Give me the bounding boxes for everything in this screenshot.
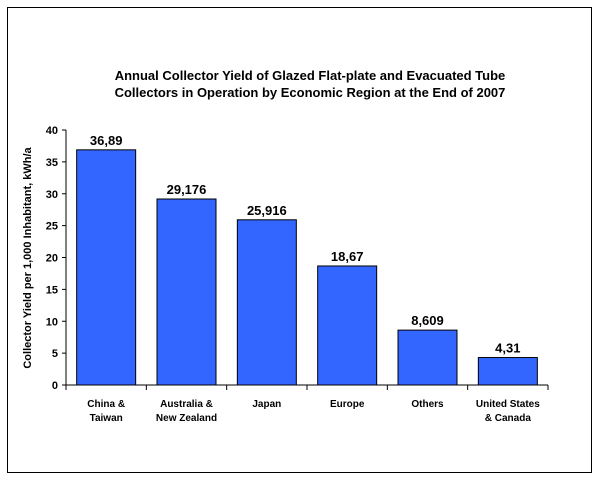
y-tick-label: 40 [46,125,58,137]
y-tick-label: 20 [46,253,58,265]
y-tick-label: 25 [46,221,58,233]
bar [317,265,378,386]
bar [76,149,137,386]
data-label: 4,31 [495,341,520,356]
category-label: Europe [330,399,365,410]
data-label: 25,916 [247,203,287,218]
data-label: 36,89 [90,133,123,148]
chart-title-line-2: Collectors in Operation by Economic Regi… [115,85,506,100]
bar [156,198,217,386]
data-label: 8,609 [411,313,444,328]
bar [477,357,538,386]
category-label: & Canada [485,413,532,424]
bar [397,329,458,386]
category-label: Japan [252,399,281,410]
y-tick-label: 35 [46,157,58,169]
data-label: 29,176 [167,182,207,197]
category-label: Australia & [160,399,213,410]
category-label: China & [87,399,125,410]
y-axis-label: Collector Yield per 1,000 Inhabitant, kW… [22,146,34,368]
chart-title-line-1: Annual Collector Yield of Glazed Flat-pl… [115,68,506,83]
y-tick-label: 15 [46,284,58,296]
category-label: New Zealand [156,413,217,424]
category-label: United States [476,399,540,410]
y-tick-label: 5 [52,348,58,360]
y-tick-label: 30 [46,189,58,201]
data-label: 18,67 [331,249,364,264]
category-label: Taiwan [90,413,123,424]
bar [236,219,297,386]
y-tick-label: 0 [52,380,58,392]
y-tick-label: 10 [46,316,58,328]
category-label: Others [411,399,444,410]
